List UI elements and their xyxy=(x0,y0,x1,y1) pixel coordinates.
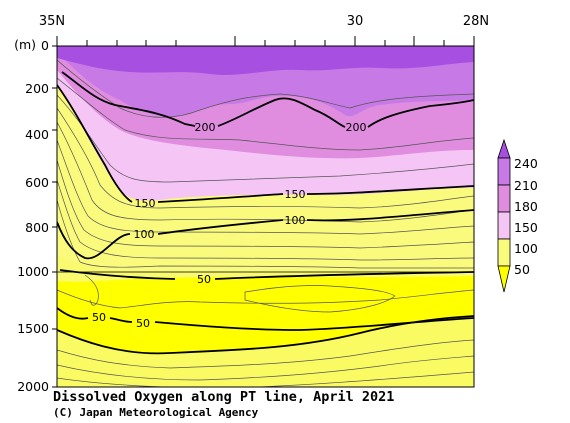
contour-label: 50 xyxy=(197,273,211,286)
contour-line xyxy=(57,94,474,183)
contour-label: 100 xyxy=(285,214,306,227)
colorbar-bottom-arrow xyxy=(497,265,511,293)
colorbar-label: 50 xyxy=(514,262,530,277)
y-axis-labels: (m) 0 200 400 600 800 1000 1500 2000 xyxy=(14,37,49,394)
contour-lines-thin xyxy=(57,59,474,387)
x-axis-ticks xyxy=(56,36,475,46)
contour-label: 150 xyxy=(285,188,306,201)
colorbar-swatch-100-150 xyxy=(497,238,511,267)
contour-line xyxy=(57,139,474,235)
chart-credit: (C) Japan Meteorological Agency xyxy=(53,406,259,419)
contour-line xyxy=(57,355,474,381)
colorbar-label: 240 xyxy=(514,156,538,171)
colorbar-label: 210 xyxy=(514,178,538,193)
contour-label: 150 xyxy=(135,197,156,210)
y-tick-label: 1500 xyxy=(17,321,49,336)
contour-100 xyxy=(57,209,474,260)
x-tick-label-30: 30 xyxy=(347,14,364,29)
contour-line xyxy=(57,199,474,269)
colorbar-labels: 240 210 180 150 100 50 xyxy=(514,156,538,277)
fill-lower-band xyxy=(57,316,474,387)
chart-title: Dissolved Oxygen along PT line, April 20… xyxy=(53,389,395,405)
colorbar-label: 150 xyxy=(514,220,538,235)
contour-50 xyxy=(59,269,474,280)
contour-line xyxy=(84,274,99,306)
colorbar-top-arrow xyxy=(497,138,511,159)
contour-line xyxy=(57,77,474,151)
contour-line xyxy=(57,59,474,118)
y-tick-label: 400 xyxy=(25,127,49,142)
contour-50-deep xyxy=(57,315,474,355)
contour-line xyxy=(244,285,396,313)
y-tick-label: 800 xyxy=(25,220,49,235)
contour-line xyxy=(57,159,474,249)
contour-labels: 200 200 150 150 100 100 50 50 50 xyxy=(92,121,367,330)
x-tick-label-28n: 28N xyxy=(463,14,489,29)
x-tick-label-35n: 35N xyxy=(39,14,65,29)
y-unit-label: (m) xyxy=(14,37,36,52)
colorbar-label: 180 xyxy=(514,199,538,214)
contour-label: 50 xyxy=(92,311,106,324)
contour-line xyxy=(57,107,474,209)
contour-line xyxy=(57,371,474,387)
colorbar-swatch-150-180 xyxy=(497,211,511,240)
y-tick-label: 200 xyxy=(25,81,49,96)
fill-over-240 xyxy=(57,46,474,75)
y-tick-label: 0 xyxy=(41,38,49,53)
y-tick-label: 2000 xyxy=(17,379,49,394)
contour-line xyxy=(57,179,474,261)
contour-line xyxy=(57,339,474,369)
y-tick-label: 600 xyxy=(25,175,49,190)
y-axis-ticks xyxy=(52,45,57,388)
x-axis-labels: 35N 30 28N xyxy=(39,14,489,29)
contour-label: 200 xyxy=(195,121,216,134)
y-tick-label: 1000 xyxy=(17,264,49,279)
colorbar-label: 100 xyxy=(514,241,538,256)
colorbar-swatch-210-240 xyxy=(497,157,511,186)
contour-line xyxy=(57,121,474,223)
contour-label: 50 xyxy=(136,317,150,330)
contour-lines-thick xyxy=(57,71,474,355)
contour-200 xyxy=(61,71,474,128)
colorbar-swatch-180-210 xyxy=(497,184,511,213)
colorbar xyxy=(497,138,511,293)
contour-150 xyxy=(57,84,474,203)
fill-50-100-tongue xyxy=(57,255,474,282)
contour-label: 100 xyxy=(134,228,155,241)
contour-line xyxy=(57,289,474,309)
contour-label: 200 xyxy=(346,121,367,134)
